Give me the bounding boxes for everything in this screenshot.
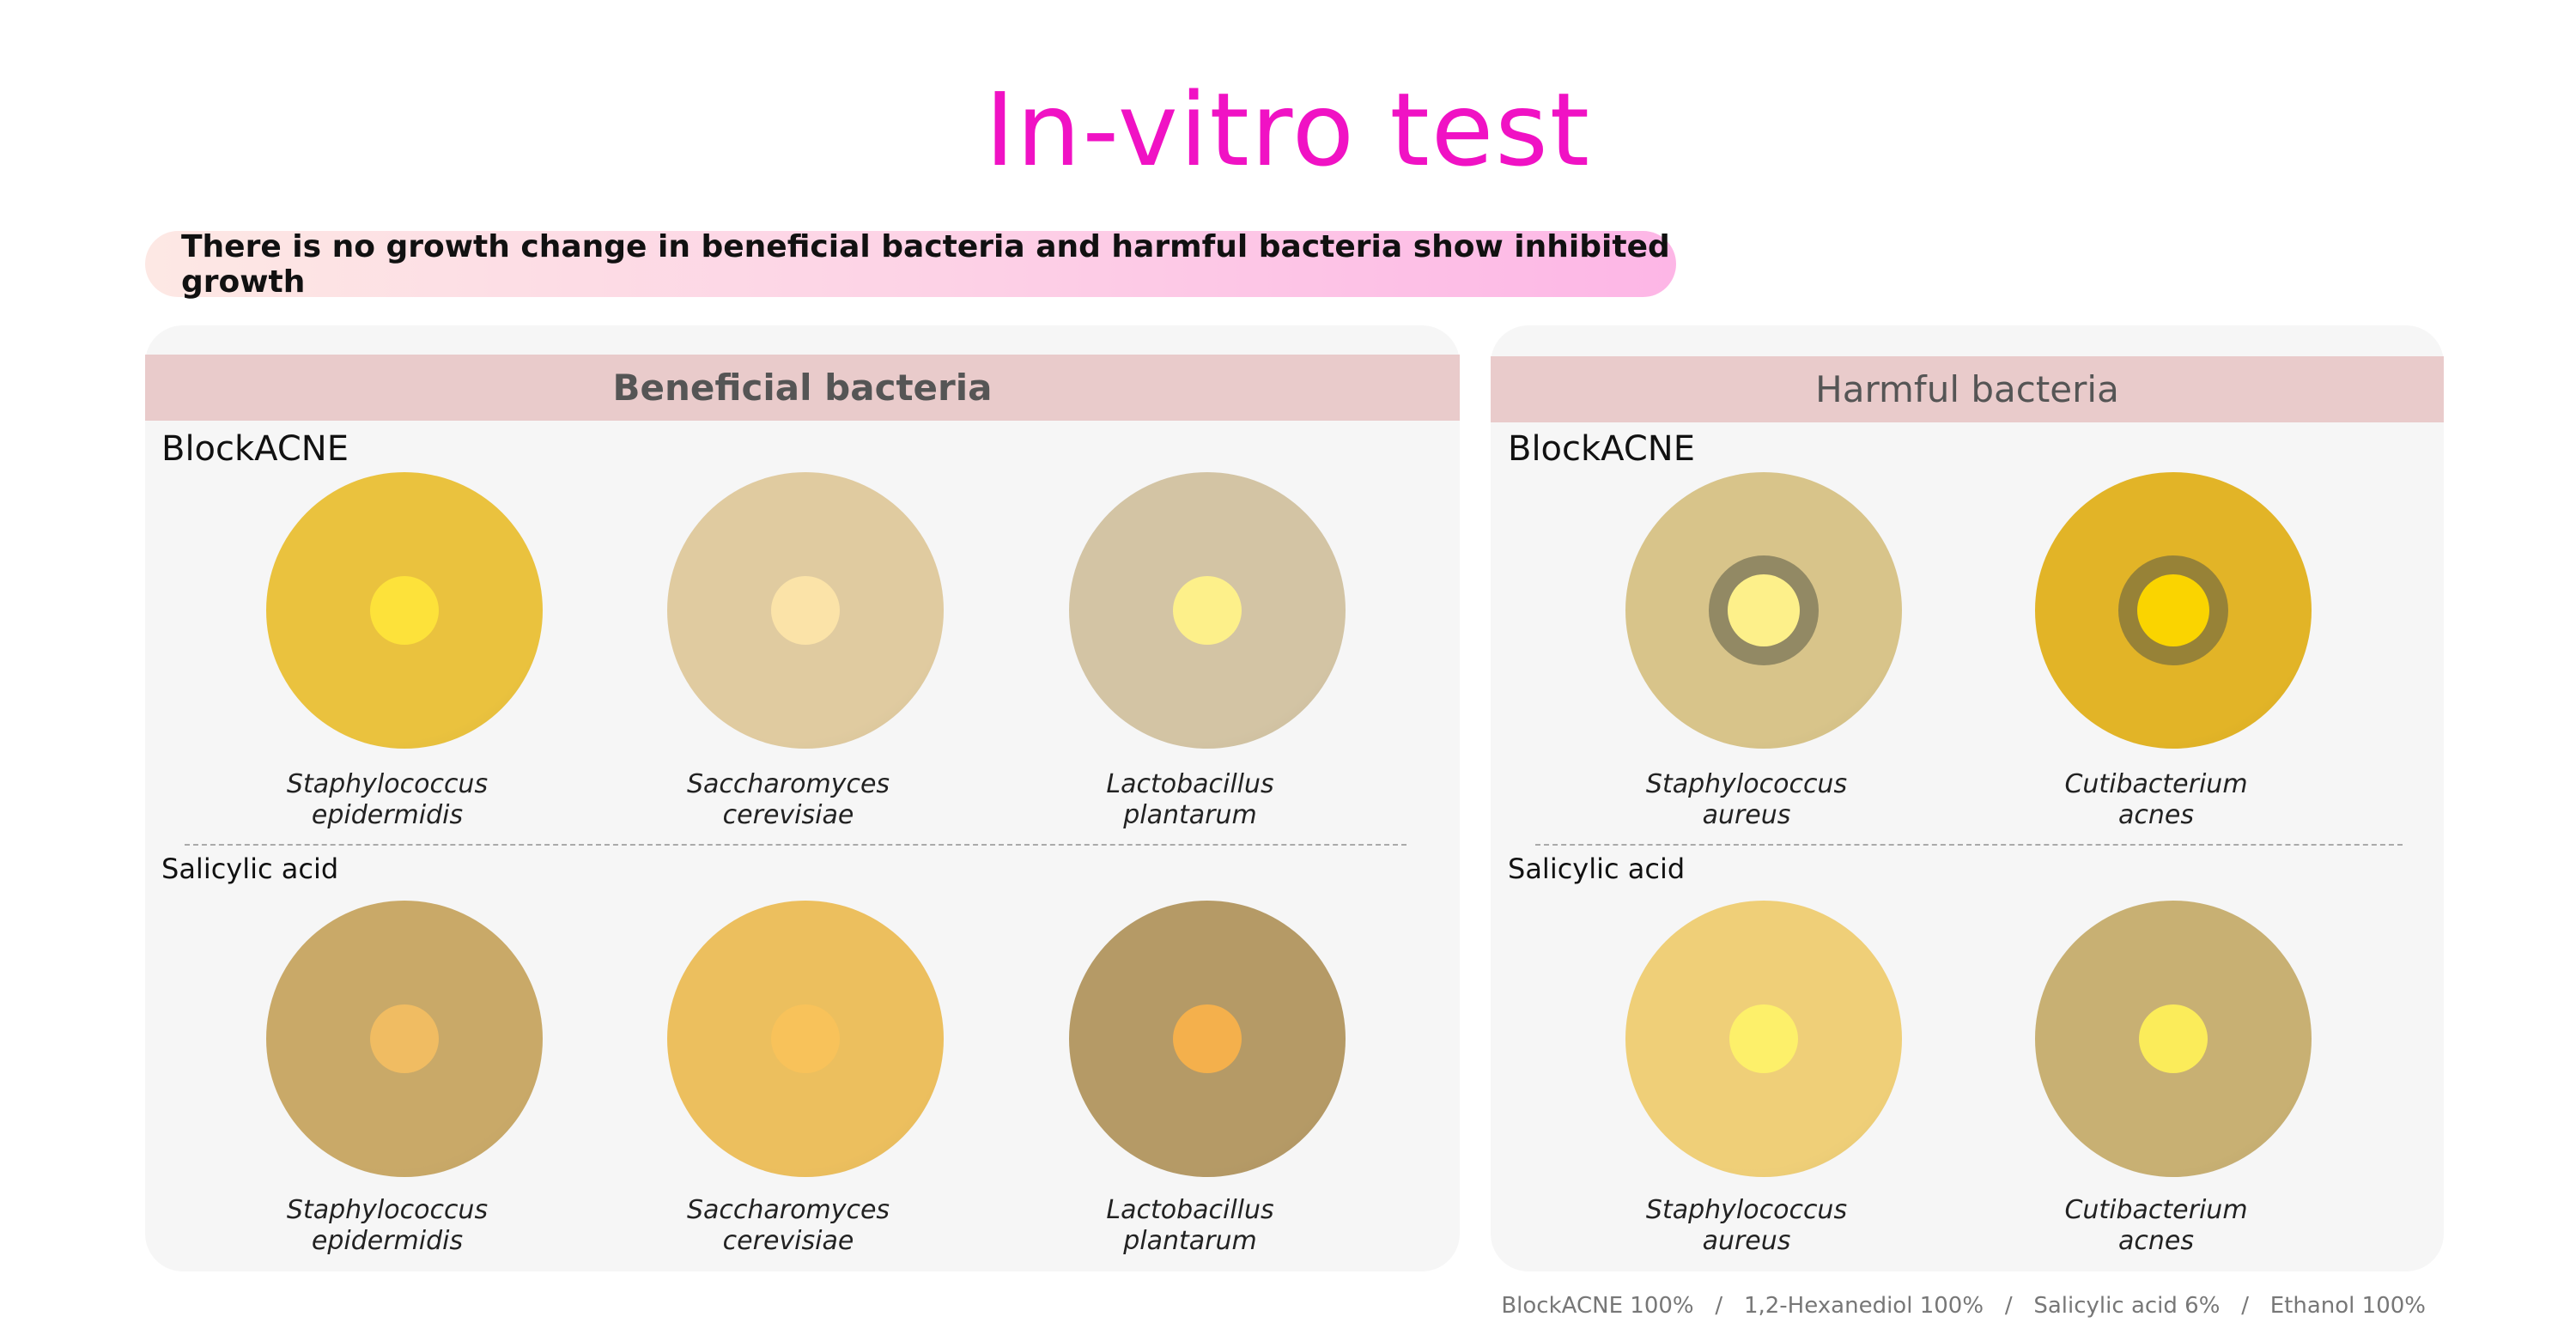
blockacne-group-label: BlockACNE <box>1508 429 1695 469</box>
genus-text: Saccharomyces <box>686 769 890 799</box>
test-disk <box>1728 574 1800 646</box>
genus-text: Lactobacillus <box>1106 1195 1274 1225</box>
divider <box>185 844 1406 846</box>
petri-dish-image <box>1069 472 1346 749</box>
species-text: aureus <box>1702 1226 1791 1256</box>
genus-text: Cutibacterium <box>2064 769 2248 799</box>
species-label: Staphylococcus aureus <box>1592 769 1901 831</box>
beneficial-header: Beneficial bacteria <box>145 355 1460 421</box>
species-text: cerevisiae <box>722 800 854 830</box>
species-text: cerevisiae <box>722 1226 854 1256</box>
petri-dish-image <box>2035 901 2312 1177</box>
species-text: aureus <box>1702 800 1791 830</box>
test-disk <box>370 1004 439 1073</box>
salicylic-group-label: Salicylic acid <box>1508 853 1686 885</box>
petri-dish-image <box>1625 901 1902 1177</box>
petri-dish-image <box>1069 901 1346 1177</box>
blockacne-group-label: BlockACNE <box>161 429 349 469</box>
genus-text: Saccharomyces <box>686 1195 890 1225</box>
petri-dish-image <box>667 472 944 749</box>
genus-text: Staphylococcus <box>1645 769 1848 799</box>
salicylic-group-label: Salicylic acid <box>161 853 339 885</box>
petri-dish-image <box>2035 472 2312 749</box>
genus-text: Cutibacterium <box>2064 1195 2248 1225</box>
test-disk <box>771 576 840 645</box>
petri-dish-image <box>667 901 944 1177</box>
harmful-header: Harmful bacteria <box>1491 356 2444 422</box>
petri-dish-image <box>1625 472 1902 749</box>
test-disk <box>1173 1004 1242 1073</box>
species-label: Saccharomyces cerevisiae <box>634 769 943 831</box>
species-text: acnes <box>2118 1226 2194 1256</box>
species-label: Lactobacillus plantarum <box>1036 769 1345 831</box>
species-text: plantarum <box>1123 1226 1257 1256</box>
species-text: epidermidis <box>311 1226 464 1256</box>
genus-text: Staphylococcus <box>1645 1195 1848 1225</box>
species-label: Staphylococcus aureus <box>1592 1195 1901 1257</box>
test-disk <box>370 576 439 645</box>
genus-text: Lactobacillus <box>1106 769 1274 799</box>
concentration-footnote: BlockACNE 100% / 1,2-Hexanediol 100% / S… <box>1501 1293 2426 1319</box>
species-label: Lactobacillus plantarum <box>1036 1195 1345 1257</box>
test-disk <box>2137 574 2209 646</box>
summary-banner: There is no growth change in beneficial … <box>145 229 1676 300</box>
genus-text: Staphylococcus <box>286 769 489 799</box>
divider <box>1535 844 2403 846</box>
species-label: Saccharomyces cerevisiae <box>634 1195 943 1257</box>
test-disk <box>2139 1004 2208 1073</box>
test-disk <box>771 1004 840 1073</box>
species-text: plantarum <box>1123 800 1257 830</box>
species-text: epidermidis <box>311 800 464 830</box>
test-disk <box>1173 576 1242 645</box>
species-label: Cutibacterium acnes <box>2002 1195 2311 1257</box>
species-text: acnes <box>2118 800 2194 830</box>
petri-dish-image <box>266 472 543 749</box>
genus-text: Staphylococcus <box>286 1195 489 1225</box>
page-title: In-vitro test <box>984 70 1592 189</box>
species-label: Cutibacterium acnes <box>2002 769 2311 831</box>
petri-dish-image <box>266 901 543 1177</box>
species-label: Staphylococcus epidermidis <box>233 769 542 831</box>
test-disk <box>1729 1004 1798 1073</box>
species-label: Staphylococcus epidermidis <box>233 1195 542 1257</box>
